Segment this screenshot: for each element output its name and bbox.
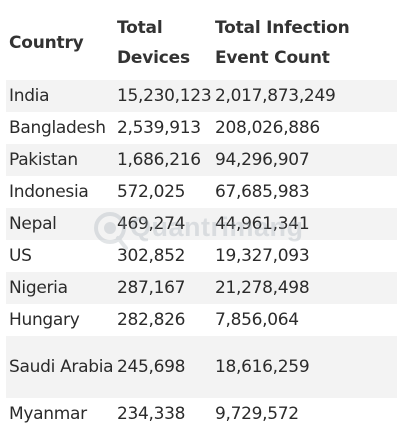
cell-country: Pakistan	[6, 144, 114, 176]
cell-devices: 15,230,123	[114, 80, 212, 112]
infection-table: Country Total Devices Total Infection Ev…	[6, 6, 397, 430]
cell-devices: 469,274	[114, 208, 212, 240]
cell-events: 18,616,259	[212, 336, 397, 398]
cell-country: Indonesia	[6, 176, 114, 208]
cell-country: US	[6, 240, 114, 272]
header-country: Country	[6, 6, 114, 80]
cell-events: 21,278,498	[212, 272, 397, 304]
cell-devices: 572,025	[114, 176, 212, 208]
cell-country: Bangladesh	[6, 112, 114, 144]
cell-devices: 2,539,913	[114, 112, 212, 144]
cell-devices: 282,826	[114, 304, 212, 336]
table-row: Myanmar 234,338 9,729,572	[6, 398, 397, 430]
cell-country: India	[6, 80, 114, 112]
cell-events: 67,685,983	[212, 176, 397, 208]
cell-country: Nigeria	[6, 272, 114, 304]
table-row: Saudi Arabia 245,698 18,616,259	[6, 336, 397, 398]
cell-events: 44,961,341	[212, 208, 397, 240]
cell-devices: 234,338	[114, 398, 212, 430]
cell-events: 208,026,886	[212, 112, 397, 144]
table-row: US 302,852 19,327,093	[6, 240, 397, 272]
cell-devices: 1,686,216	[114, 144, 212, 176]
table-row: Indonesia 572,025 67,685,983	[6, 176, 397, 208]
table-row: Pakistan 1,686,216 94,296,907	[6, 144, 397, 176]
cell-events: 9,729,572	[212, 398, 397, 430]
cell-events: 94,296,907	[212, 144, 397, 176]
table-row: India 15,230,123 2,017,873,249	[6, 80, 397, 112]
cell-devices: 287,167	[114, 272, 212, 304]
cell-devices: 245,698	[114, 336, 212, 398]
cell-events: 19,327,093	[212, 240, 397, 272]
table-row: Nepal 469,274 44,961,341	[6, 208, 397, 240]
cell-events: 7,856,064	[212, 304, 397, 336]
cell-country: Hungary	[6, 304, 114, 336]
cell-country: Nepal	[6, 208, 114, 240]
table-row: Nigeria 287,167 21,278,498	[6, 272, 397, 304]
cell-events: 2,017,873,249	[212, 80, 397, 112]
cell-country: Myanmar	[6, 398, 114, 430]
cell-country: Saudi Arabia	[6, 336, 114, 398]
header-total-devices: Total Devices	[114, 6, 212, 80]
header-row: Country Total Devices Total Infection Ev…	[6, 6, 397, 80]
header-total-infection-events: Total Infection Event Count	[212, 6, 397, 80]
table-row: Hungary 282,826 7,856,064	[6, 304, 397, 336]
table-row: Bangladesh 2,539,913 208,026,886	[6, 112, 397, 144]
cell-devices: 302,852	[114, 240, 212, 272]
